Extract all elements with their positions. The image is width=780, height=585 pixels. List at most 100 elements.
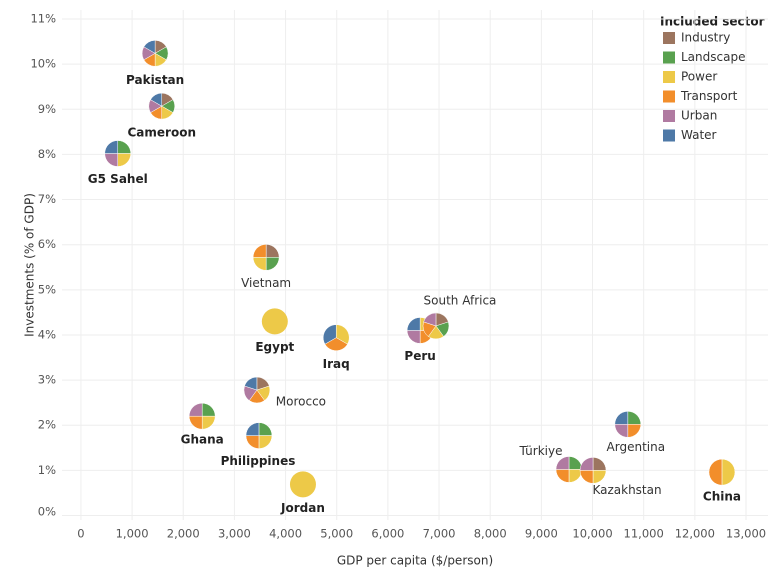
pie-slice — [201, 402, 216, 417]
legend-label: Industry — [681, 31, 730, 45]
pie-marker — [252, 244, 280, 271]
pie-slice — [579, 470, 594, 484]
pie-slice — [117, 153, 132, 167]
x-tick-label: 0 — [77, 527, 84, 541]
x-axis-title: GDP per capita ($/person) — [337, 554, 493, 568]
legend-label: Water — [681, 128, 717, 142]
point-label: South Africa — [424, 293, 497, 307]
y-tick-label: 9% — [38, 102, 56, 116]
y-tick-label: 6% — [38, 237, 56, 251]
x-tick-label: 1,000 — [116, 527, 149, 541]
pie-marker — [422, 312, 450, 340]
point-label: Egypt — [255, 340, 294, 354]
pie-marker — [148, 92, 175, 120]
point-label: Iraq — [323, 357, 350, 371]
legend-label: Transport — [680, 89, 738, 103]
x-tick-label: 9,000 — [525, 527, 558, 541]
pie-slice — [188, 415, 203, 430]
pie-slice — [708, 458, 723, 486]
pie-slice — [555, 456, 570, 470]
pie-slice — [592, 470, 607, 484]
legend-swatch — [663, 110, 675, 122]
pie-slice — [252, 257, 267, 271]
pie-slice — [289, 471, 316, 498]
point-label: China — [703, 490, 741, 504]
pie-marker — [579, 457, 607, 484]
pie-marker — [289, 471, 316, 498]
legend-swatch — [663, 129, 675, 142]
pie-slice — [150, 92, 163, 107]
y-tick-label: 4% — [38, 327, 56, 341]
legend-label: Landscape — [681, 50, 745, 64]
pie-slice — [201, 415, 216, 430]
x-tick-label: 10,000 — [572, 527, 612, 541]
x-tick-label: 3,000 — [218, 527, 251, 541]
legend-label: Urban — [681, 109, 717, 123]
y-tick-label: 10% — [30, 57, 56, 71]
y-tick-label: 2% — [38, 418, 56, 432]
pie-slice — [245, 435, 260, 449]
pie-slice — [265, 257, 280, 271]
pie-slice — [117, 140, 132, 154]
point-label: Philippines — [221, 454, 296, 468]
x-tick-label: 11,000 — [624, 527, 664, 541]
x-tick-label: 5,000 — [320, 527, 353, 541]
point-label: Vietnam — [241, 276, 291, 290]
y-tick-label: 1% — [38, 463, 56, 477]
pie-marker — [188, 402, 216, 430]
point-label: Jordan — [280, 501, 325, 515]
pie-slice — [423, 312, 437, 327]
x-tick-label: 12,000 — [675, 527, 715, 541]
legend-swatch — [663, 71, 675, 83]
point-label: Argentina — [607, 440, 666, 454]
pie-marker — [614, 411, 642, 438]
pie-slice — [252, 244, 267, 258]
pie-marker — [243, 376, 271, 404]
pie-slice — [614, 424, 629, 438]
pie-slice — [627, 424, 642, 438]
point-label: G5 Sahel — [88, 172, 148, 186]
point-label: Kazakhstan — [592, 483, 661, 497]
y-tick-label: 7% — [38, 192, 56, 206]
x-tick-label: 4,000 — [269, 527, 302, 541]
x-tick-label: 7,000 — [423, 527, 456, 541]
y-tick-label: 0% — [38, 505, 56, 519]
x-tick-label: 13,000 — [726, 527, 766, 541]
pie-marker — [141, 40, 169, 67]
pie-slice — [143, 40, 156, 54]
pie-marker — [323, 324, 350, 351]
x-tick-label: 6,000 — [371, 527, 404, 541]
pie-slice — [627, 411, 642, 425]
x-tick-label: 8,000 — [474, 527, 507, 541]
legend-title: Included sector — [660, 15, 765, 29]
pie-slice — [258, 422, 273, 436]
pie-slice — [406, 330, 421, 344]
legend-swatch — [663, 32, 675, 44]
pie-marker — [555, 456, 583, 483]
pie-slice — [104, 153, 119, 167]
pie-marker — [261, 308, 288, 335]
y-tick-label: 5% — [38, 282, 56, 296]
pie-slice — [244, 376, 258, 391]
pie-slice — [579, 457, 594, 471]
point-label: Morocco — [276, 395, 326, 409]
y-tick-label: 11% — [30, 12, 56, 26]
pie-slice — [568, 456, 583, 470]
y-tick-label: 3% — [38, 373, 56, 387]
pie-slice — [555, 469, 570, 483]
pie-marker — [245, 422, 273, 449]
pie-marker — [708, 458, 736, 486]
pie-slice — [265, 244, 280, 258]
legend-label: Power — [681, 70, 717, 84]
y-tick-label: 8% — [38, 147, 56, 161]
pie-slice — [323, 324, 337, 345]
pie-slice — [245, 422, 260, 436]
point-label: Peru — [404, 349, 435, 363]
point-label: Ghana — [181, 433, 224, 447]
pie-slice — [188, 402, 203, 417]
pie-slice — [406, 317, 421, 331]
pie-slice — [258, 435, 273, 449]
y-axis-title: Investments (% of GDP) — [23, 193, 37, 337]
point-label: Cameroon — [128, 126, 197, 140]
